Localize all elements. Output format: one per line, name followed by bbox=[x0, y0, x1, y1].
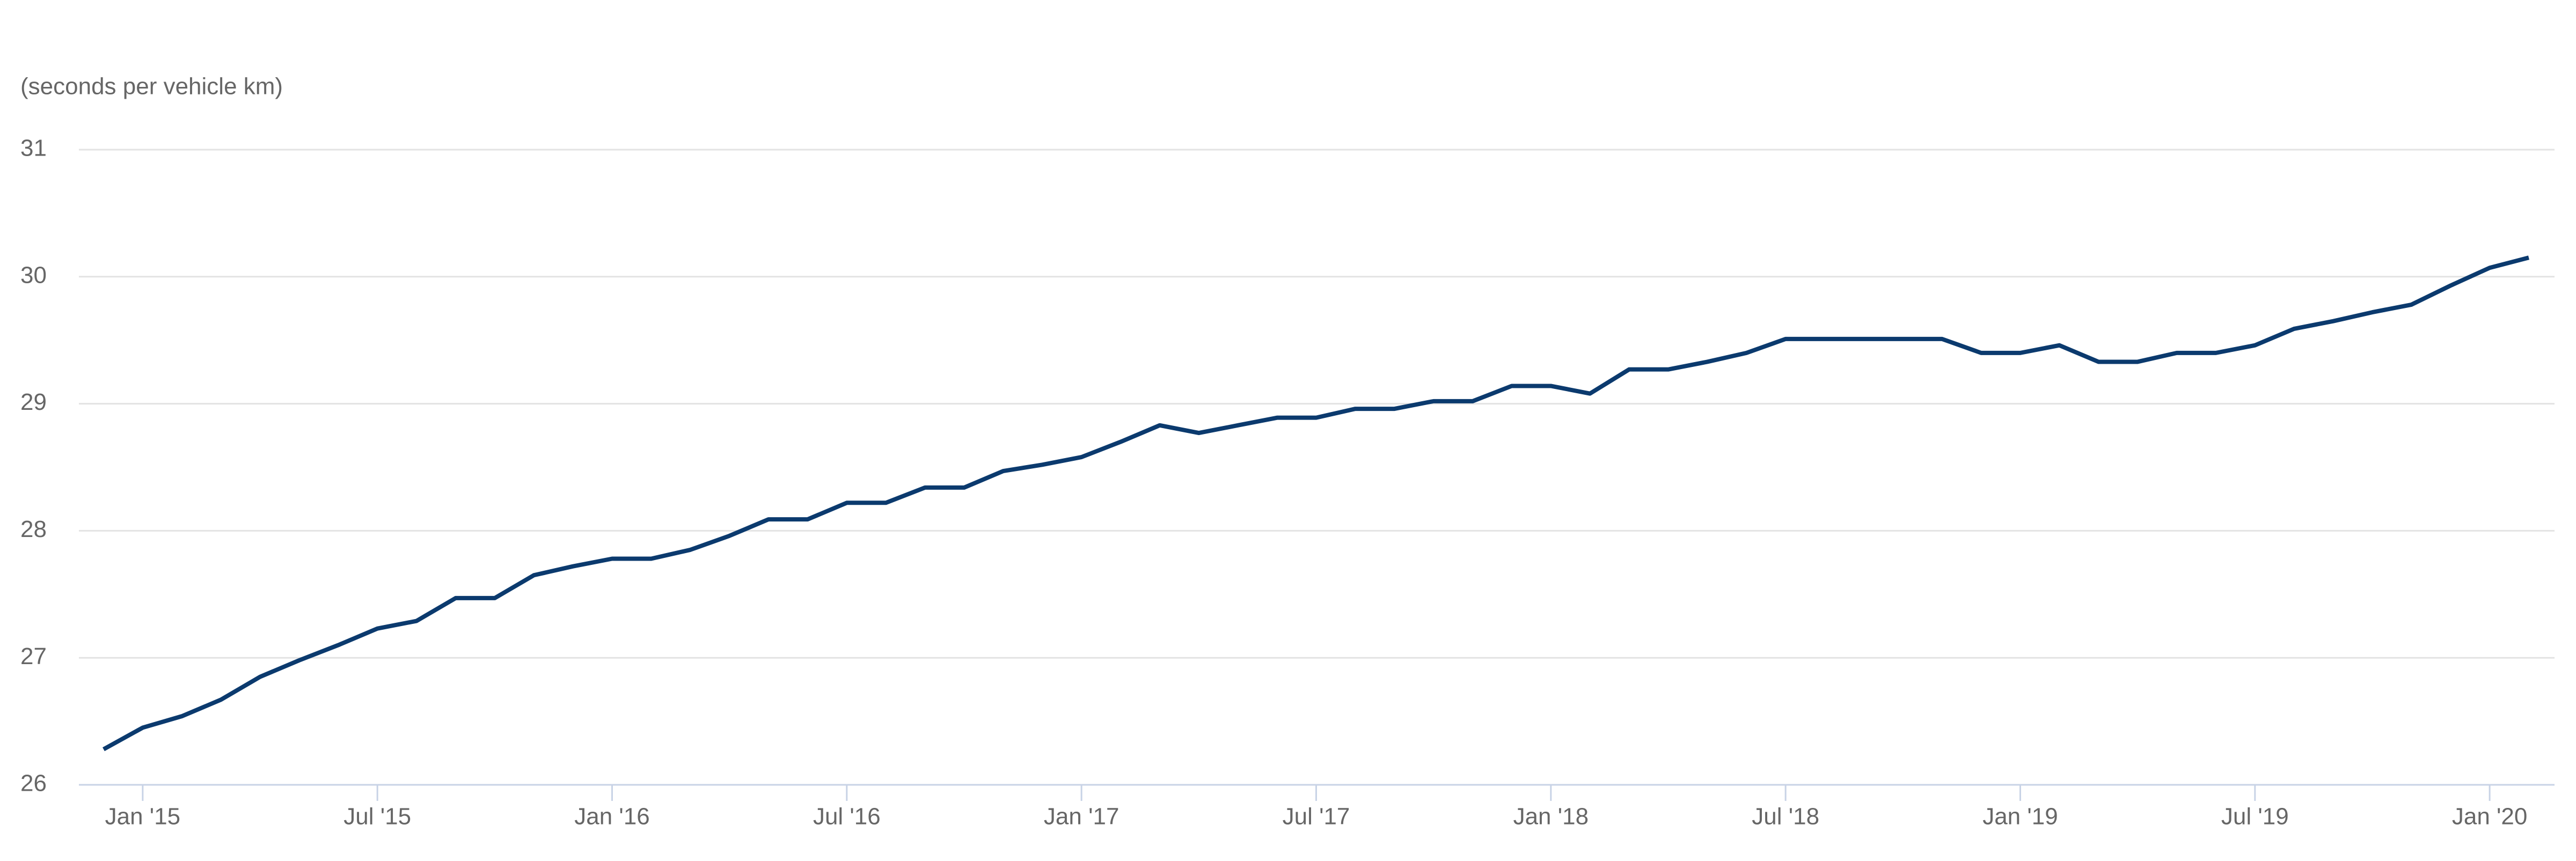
x-tick-label: Jul '18 bbox=[1752, 804, 1819, 830]
x-tick-label: Jan '16 bbox=[574, 804, 650, 830]
x-tick-label: Jul '17 bbox=[1283, 804, 1350, 830]
x-tick-label: Jul '16 bbox=[813, 804, 881, 830]
x-tick-label: Jul '19 bbox=[2221, 804, 2289, 830]
y-tick-label: 26 bbox=[20, 770, 47, 797]
line bbox=[103, 255, 2530, 752]
y-tick-label: 31 bbox=[20, 135, 47, 161]
y-tick-label: 27 bbox=[20, 643, 47, 669]
x-tick-label: Jul '15 bbox=[343, 804, 411, 830]
y-axis-label: (seconds per vehicle km) bbox=[20, 73, 283, 100]
x-tick-label: Jan '15 bbox=[105, 804, 181, 830]
y-tick-label: 28 bbox=[20, 516, 47, 542]
y-tick-label: 29 bbox=[20, 389, 47, 415]
x-tick-label: Jan '19 bbox=[1982, 804, 2058, 830]
x-tick-label: Jan '18 bbox=[1513, 804, 1589, 830]
x-tick-label: Jan '20 bbox=[2452, 804, 2528, 830]
x-tick-label: Jan '17 bbox=[1044, 804, 1119, 830]
y-tick-label: 30 bbox=[20, 262, 47, 288]
